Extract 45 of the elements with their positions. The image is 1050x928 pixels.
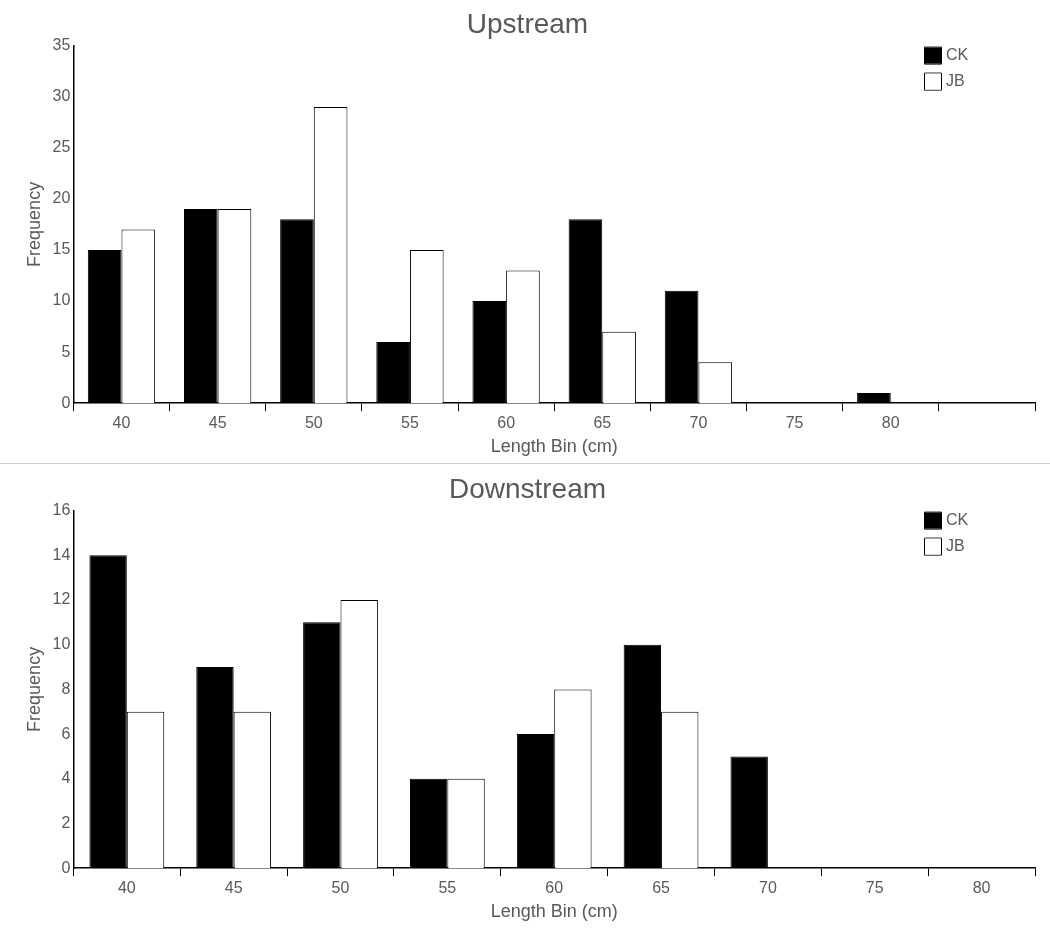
- legend-label: CK: [946, 46, 969, 64]
- y-axis-title: Frequency: [23, 646, 44, 732]
- y-tick-label: 0: [61, 858, 71, 876]
- y-tick-label: 10: [52, 635, 71, 653]
- x-tick-label: 75: [865, 879, 884, 897]
- legend-label: CK: [946, 511, 969, 529]
- x-tick-label: 60: [545, 879, 564, 897]
- y-tick-label: 20: [52, 189, 71, 207]
- chart-title: Downstream: [448, 472, 607, 504]
- x-tick-label: 45: [224, 879, 243, 897]
- y-tick-label: 8: [61, 679, 71, 697]
- x-tick-label: 50: [331, 879, 350, 897]
- x-tick-label: 55: [438, 879, 457, 897]
- y-tick-label: 0: [61, 393, 71, 411]
- x-tick-label: 45: [208, 414, 227, 432]
- y-tick-label: 30: [52, 87, 71, 105]
- y-tick-label: 16: [52, 501, 71, 519]
- x-axis-title: Length Bin (cm): [490, 436, 618, 457]
- x-tick-label: 70: [689, 414, 708, 432]
- y-tick-label: 35: [52, 36, 71, 54]
- y-tick-label: 6: [61, 724, 71, 742]
- legend-label: JB: [946, 537, 965, 555]
- y-tick-label: 12: [52, 590, 71, 608]
- y-tick-label: 2: [61, 813, 71, 831]
- x-tick-label: 75: [785, 414, 804, 432]
- x-tick-label: 65: [652, 879, 671, 897]
- y-tick-label: 25: [52, 138, 71, 156]
- x-tick-label: 60: [497, 414, 516, 432]
- y-tick-label: 15: [52, 240, 71, 258]
- x-tick-label: 65: [593, 414, 612, 432]
- y-axis-title: Frequency: [23, 181, 44, 267]
- x-axis-title: Length Bin (cm): [490, 901, 618, 922]
- x-tick-label: 40: [117, 879, 136, 897]
- y-tick-label: 10: [52, 291, 71, 309]
- x-tick-label: 40: [112, 414, 131, 432]
- y-tick-label: 14: [52, 545, 71, 563]
- x-tick-label: 70: [758, 879, 777, 897]
- x-tick-label: 55: [401, 414, 419, 432]
- legend-label: JB: [946, 72, 965, 90]
- y-tick-label: 5: [61, 342, 71, 360]
- y-tick-label: 4: [61, 769, 71, 787]
- x-tick-label: 80: [881, 414, 900, 432]
- chart-title: Upstream: [466, 7, 589, 39]
- x-tick-label: 80: [972, 879, 991, 897]
- x-tick-label: 50: [304, 414, 323, 432]
